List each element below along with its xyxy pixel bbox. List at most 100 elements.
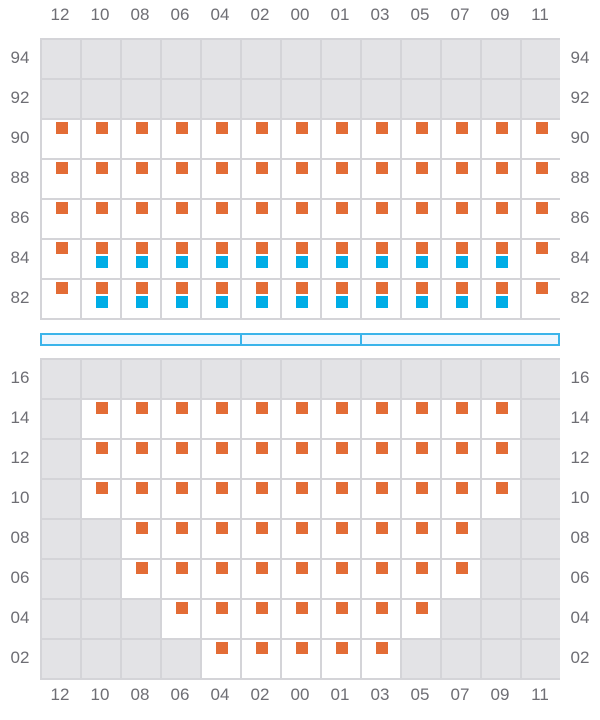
seat-cell[interactable] xyxy=(162,280,200,318)
seat-cell[interactable] xyxy=(442,240,480,278)
seat-cell[interactable] xyxy=(402,120,440,158)
seat-cell[interactable] xyxy=(322,640,360,678)
seat-cell[interactable] xyxy=(402,400,440,438)
seat-cell[interactable] xyxy=(362,440,400,478)
seat-cell[interactable] xyxy=(82,440,120,478)
seat-cell[interactable] xyxy=(282,160,320,198)
seat-cell[interactable] xyxy=(322,160,360,198)
seat-cell[interactable] xyxy=(162,600,200,638)
seat-cell[interactable] xyxy=(202,120,240,158)
seat-cell[interactable] xyxy=(442,440,480,478)
seat-cell[interactable] xyxy=(122,280,160,318)
seat-cell[interactable] xyxy=(402,440,440,478)
seat-cell[interactable] xyxy=(482,120,520,158)
seat-cell[interactable] xyxy=(402,200,440,238)
seat-cell[interactable] xyxy=(442,280,480,318)
seat-cell[interactable] xyxy=(242,640,280,678)
seat-cell[interactable] xyxy=(122,120,160,158)
seat-cell[interactable] xyxy=(122,440,160,478)
seat-cell[interactable] xyxy=(442,120,480,158)
seat-cell[interactable] xyxy=(482,240,520,278)
seat-cell[interactable] xyxy=(122,400,160,438)
seat-cell[interactable] xyxy=(282,200,320,238)
seat-cell[interactable] xyxy=(522,120,560,158)
seat-cell[interactable] xyxy=(202,640,240,678)
seat-cell[interactable] xyxy=(402,600,440,638)
seat-cell[interactable] xyxy=(362,520,400,558)
seat-cell[interactable] xyxy=(122,480,160,518)
seat-cell[interactable] xyxy=(242,200,280,238)
seat-cell[interactable] xyxy=(362,640,400,678)
seat-cell[interactable] xyxy=(122,560,160,598)
seat-cell[interactable] xyxy=(202,560,240,598)
seat-cell[interactable] xyxy=(202,160,240,198)
seat-cell[interactable] xyxy=(482,480,520,518)
seat-cell[interactable] xyxy=(522,160,560,198)
seat-cell[interactable] xyxy=(82,200,120,238)
seat-cell[interactable] xyxy=(242,440,280,478)
seat-cell[interactable] xyxy=(162,480,200,518)
seat-cell[interactable] xyxy=(42,120,80,158)
seat-cell[interactable] xyxy=(202,600,240,638)
seat-cell[interactable] xyxy=(322,280,360,318)
seat-cell[interactable] xyxy=(322,560,360,598)
seat-cell[interactable] xyxy=(242,240,280,278)
seat-cell[interactable] xyxy=(42,160,80,198)
seat-cell[interactable] xyxy=(162,520,200,558)
seat-cell[interactable] xyxy=(202,520,240,558)
seat-cell[interactable] xyxy=(82,280,120,318)
seat-cell[interactable] xyxy=(402,560,440,598)
seat-cell[interactable] xyxy=(242,160,280,198)
seat-cell[interactable] xyxy=(482,400,520,438)
seat-cell[interactable] xyxy=(162,160,200,198)
seat-cell[interactable] xyxy=(282,240,320,278)
seat-cell[interactable] xyxy=(242,400,280,438)
seat-cell[interactable] xyxy=(82,480,120,518)
seat-cell[interactable] xyxy=(362,160,400,198)
seat-cell[interactable] xyxy=(242,120,280,158)
seat-cell[interactable] xyxy=(122,160,160,198)
seat-cell[interactable] xyxy=(282,640,320,678)
seat-cell[interactable] xyxy=(362,280,400,318)
seat-cell[interactable] xyxy=(282,440,320,478)
seat-cell[interactable] xyxy=(442,520,480,558)
seat-cell[interactable] xyxy=(162,400,200,438)
seat-cell[interactable] xyxy=(322,600,360,638)
seat-cell[interactable] xyxy=(522,280,560,318)
seat-cell[interactable] xyxy=(402,480,440,518)
seat-cell[interactable] xyxy=(322,520,360,558)
seat-cell[interactable] xyxy=(242,560,280,598)
seat-cell[interactable] xyxy=(362,400,400,438)
seat-cell[interactable] xyxy=(482,280,520,318)
seat-cell[interactable] xyxy=(202,440,240,478)
seat-cell[interactable] xyxy=(82,120,120,158)
seat-cell[interactable] xyxy=(202,280,240,318)
seat-cell[interactable] xyxy=(122,240,160,278)
seat-cell[interactable] xyxy=(162,440,200,478)
seat-cell[interactable] xyxy=(442,400,480,438)
seat-cell[interactable] xyxy=(122,200,160,238)
seat-cell[interactable] xyxy=(282,480,320,518)
seat-cell[interactable] xyxy=(442,480,480,518)
seat-cell[interactable] xyxy=(442,560,480,598)
seat-cell[interactable] xyxy=(282,280,320,318)
seat-cell[interactable] xyxy=(42,280,80,318)
seat-cell[interactable] xyxy=(522,240,560,278)
seat-cell[interactable] xyxy=(482,200,520,238)
seat-cell[interactable] xyxy=(322,440,360,478)
seat-cell[interactable] xyxy=(202,240,240,278)
seat-cell[interactable] xyxy=(322,200,360,238)
seat-cell[interactable] xyxy=(242,600,280,638)
seat-cell[interactable] xyxy=(242,520,280,558)
seat-cell[interactable] xyxy=(282,120,320,158)
seat-cell[interactable] xyxy=(82,160,120,198)
seat-cell[interactable] xyxy=(362,120,400,158)
seat-cell[interactable] xyxy=(322,240,360,278)
seat-cell[interactable] xyxy=(162,120,200,158)
seat-cell[interactable] xyxy=(402,520,440,558)
seat-cell[interactable] xyxy=(522,200,560,238)
seat-cell[interactable] xyxy=(82,400,120,438)
seat-cell[interactable] xyxy=(322,400,360,438)
seat-cell[interactable] xyxy=(42,240,80,278)
seat-cell[interactable] xyxy=(362,240,400,278)
